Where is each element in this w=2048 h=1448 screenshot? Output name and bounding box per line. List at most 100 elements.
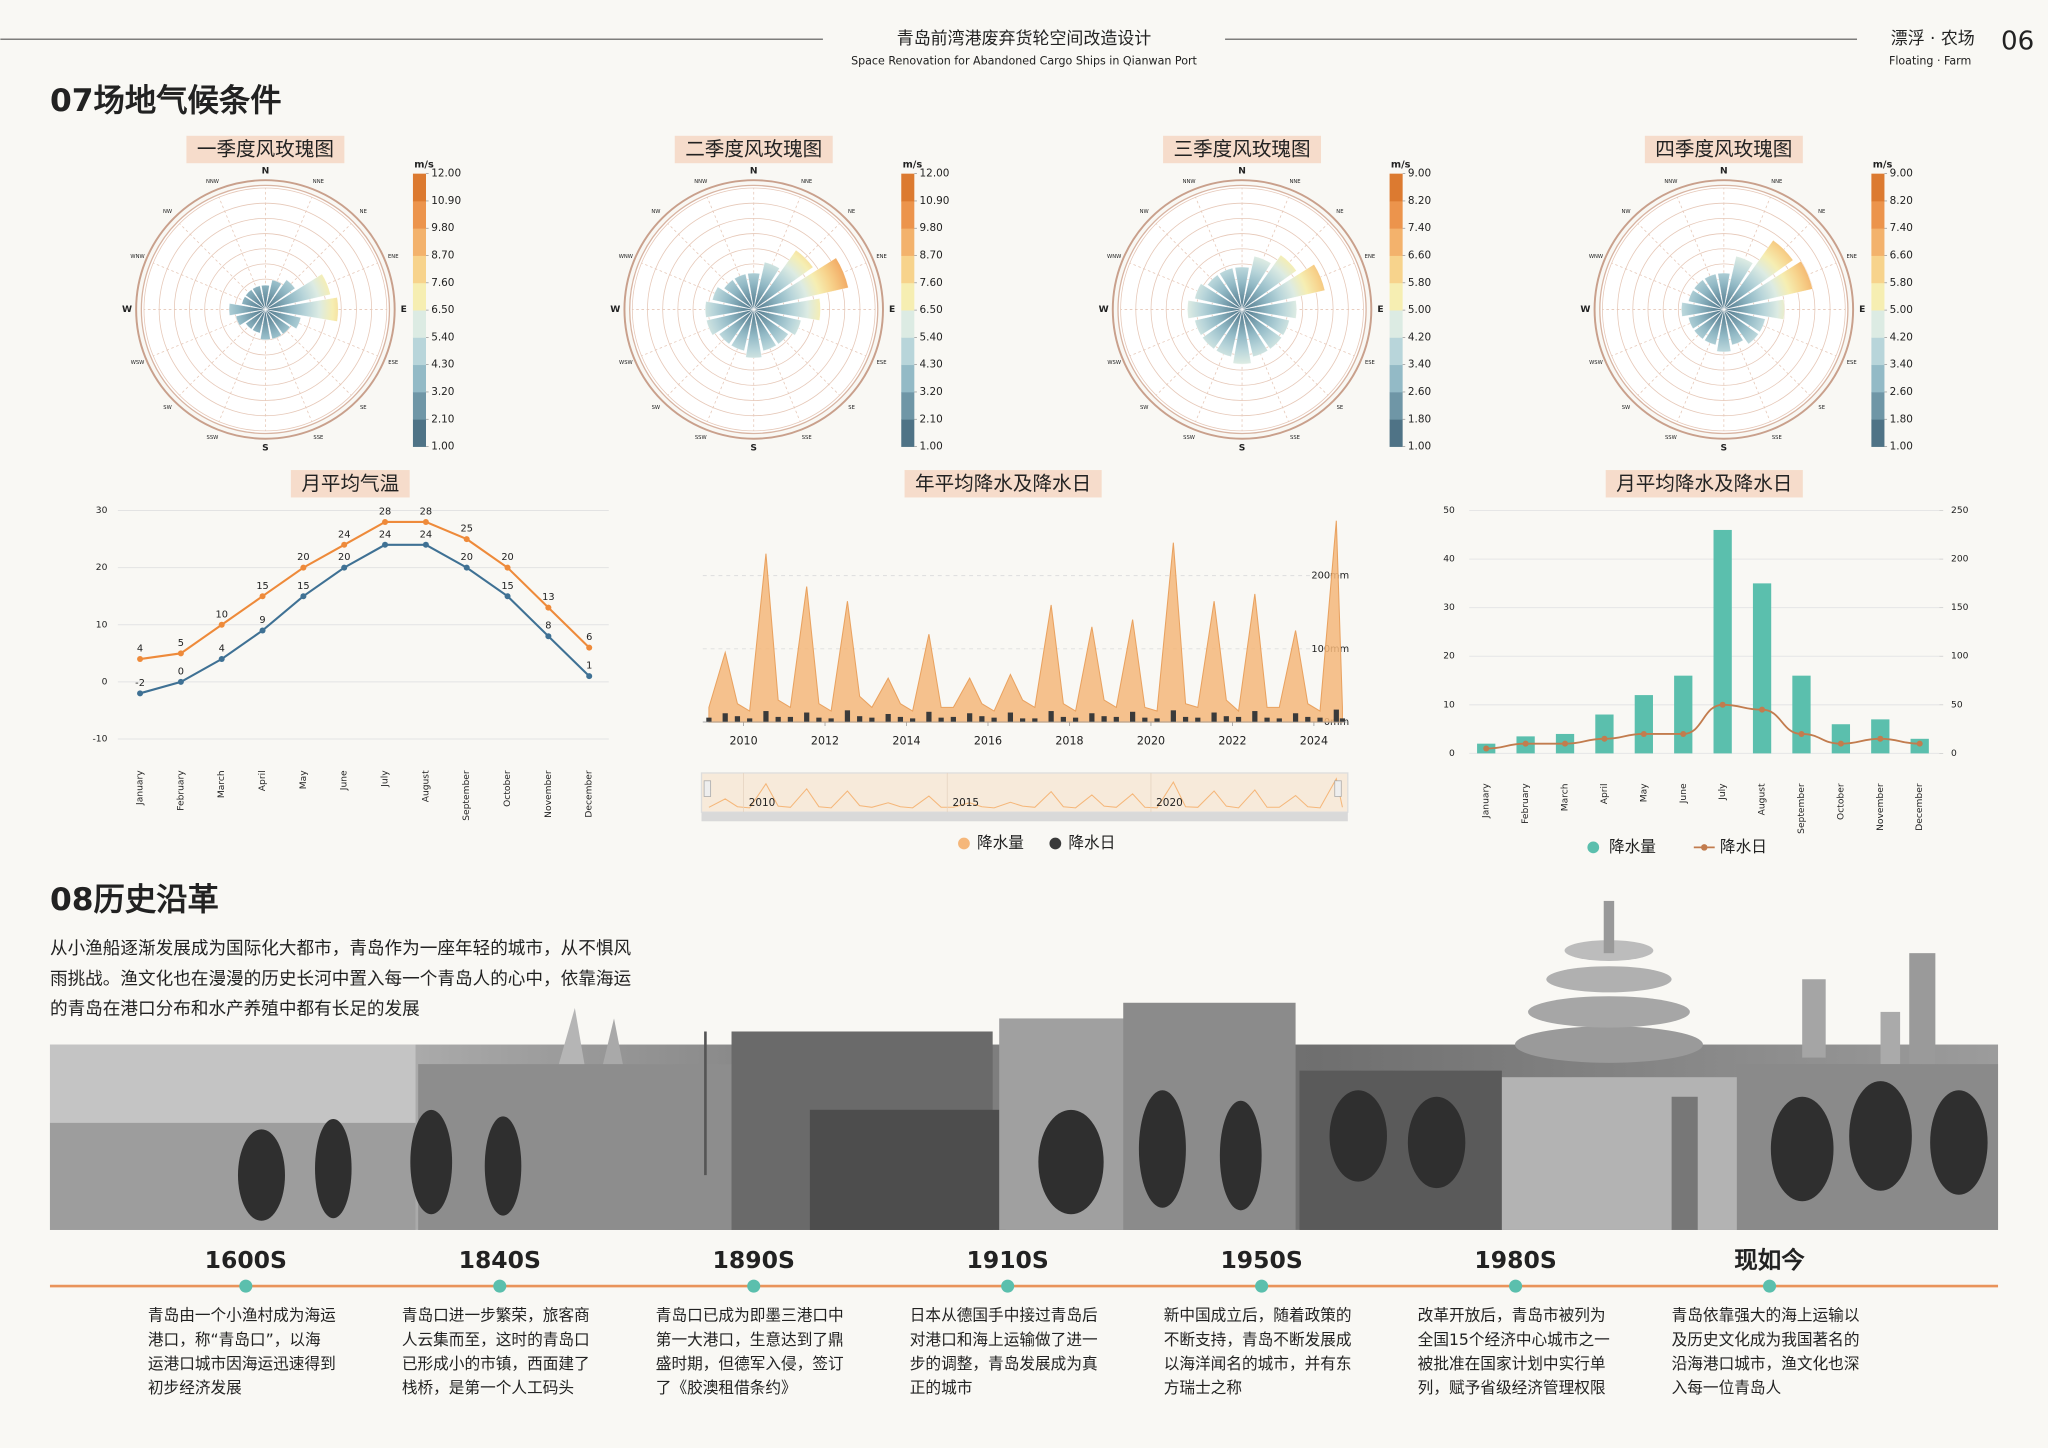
rose-petal <box>1234 266 1250 310</box>
colorbar-segment <box>1389 255 1403 284</box>
data-point <box>1877 735 1884 742</box>
data-point <box>259 593 266 600</box>
data-point <box>586 673 593 680</box>
direction-label: SSE <box>802 435 812 441</box>
timeline-text: 以海洋闻名的城市，并有东 <box>1164 1354 1352 1373</box>
colorbar-label: 3.40 <box>1408 359 1431 371</box>
rose-grid <box>189 233 342 386</box>
y2-tick-label: 250 <box>1951 506 1969 516</box>
scrollbar <box>701 812 1348 822</box>
colorbar-label: 5.00 <box>1408 304 1431 316</box>
chart-title: 一季度风玫瑰图 <box>197 138 334 161</box>
direction-label: ENE <box>388 254 399 260</box>
bar <box>1235 716 1242 723</box>
rose-petal <box>1723 309 1744 346</box>
rose-ring <box>1111 179 1373 440</box>
bar <box>828 718 834 723</box>
timeline-era: 1600S <box>205 1246 287 1274</box>
colorbar-label: 8.20 <box>1890 195 1913 207</box>
colorbar-label: 5.40 <box>920 331 943 343</box>
colorbar-segment <box>1389 228 1403 256</box>
rose-petal <box>712 286 754 310</box>
direction-label: SE <box>360 405 367 411</box>
bar <box>1113 716 1119 723</box>
colorbar-segment <box>1389 337 1403 366</box>
direction-label: NNE <box>1771 179 1782 185</box>
colorbar-label: 5.80 <box>1408 277 1431 289</box>
chart-title-group: 二季度风玫瑰图 <box>674 135 833 164</box>
colorbar-unit: m/s <box>1873 160 1893 171</box>
data-point <box>259 627 266 634</box>
direction-label: SE <box>848 405 855 411</box>
rose-petal <box>1723 309 1766 333</box>
direction-label: ESE <box>1365 360 1375 366</box>
rose-petal <box>260 309 271 340</box>
direction-label: SE <box>1818 405 1825 411</box>
rose-petal <box>1681 302 1724 317</box>
x-tick-label: 2016 <box>974 735 1002 748</box>
rose-spoke <box>1155 223 1243 310</box>
data-label: 20 <box>460 552 472 563</box>
data-point <box>177 678 184 685</box>
direction-label: NE <box>848 209 855 215</box>
chart-title-group: 三季度风玫瑰图 <box>1163 135 1322 164</box>
x-tick-label: August <box>421 770 431 802</box>
bar <box>816 717 822 723</box>
colorbar-segment <box>1871 255 1885 284</box>
timeline-text: 青岛口已成为即墨三港口中 <box>656 1306 844 1325</box>
rose-petal <box>1194 309 1243 336</box>
direction-label: SSW <box>207 435 219 441</box>
direction-label: S <box>1239 443 1246 453</box>
photo-collage <box>49 900 1999 1230</box>
colorbar-label: 9.00 <box>1408 168 1431 180</box>
direction-label: NW <box>1621 209 1630 215</box>
rose-petal <box>1688 309 1724 330</box>
bar <box>1305 716 1311 723</box>
rose-spoke <box>153 309 266 357</box>
direction-label: ENE <box>1365 254 1376 260</box>
colorbar-segment <box>1389 173 1403 202</box>
x-tick-label: December <box>1915 783 1925 831</box>
colorbar-segment <box>1871 364 1885 393</box>
y-tick-label: 40 <box>1443 555 1455 565</box>
colorbar-label: 4.20 <box>1890 331 1913 343</box>
data-point <box>504 564 511 571</box>
rose-spoke <box>1611 262 1724 310</box>
rose-petal <box>1723 309 1759 345</box>
rose-grid <box>677 233 831 386</box>
colorbar-segment <box>1871 173 1885 202</box>
colorbar-segment <box>1389 419 1403 447</box>
data-label: 15 <box>256 581 268 592</box>
rose-petal <box>1241 309 1282 350</box>
colorbar-label: 10.90 <box>920 195 950 207</box>
chart-title: 年平均降水及降水日 <box>915 472 1091 495</box>
rose-petal <box>1241 254 1297 310</box>
rose-petal <box>1693 309 1725 340</box>
colorbar-segment <box>901 337 915 366</box>
header-theme: 漂浮 · 农场 <box>1891 29 1975 49</box>
colorbar-segment <box>412 200 426 229</box>
colorbar-segment <box>412 255 426 284</box>
colorbar-label: 3.20 <box>920 386 943 398</box>
rose-petal <box>265 309 282 340</box>
direction-label: E <box>1377 305 1383 315</box>
direction-label: SW <box>163 405 171 411</box>
colorbar-unit: m/s <box>1391 160 1411 171</box>
direction-label: ENE <box>1846 254 1857 260</box>
timeline-text: 被批准在国家计划中实行单 <box>1418 1354 1606 1373</box>
rose-spoke <box>1241 309 1355 357</box>
colorbar-segment <box>901 419 915 447</box>
direction-label: NNE <box>801 179 812 185</box>
data-label: 6 <box>586 632 592 643</box>
x-tick-label: 2018 <box>1055 735 1083 748</box>
direction-label: NNE <box>313 179 324 185</box>
direction-label: NNW <box>694 179 707 185</box>
header-subtitle: Space Renovation for Abandoned Cargo Shi… <box>851 54 1197 67</box>
x-tick-label: August <box>1758 783 1768 815</box>
rose-petal <box>706 309 754 336</box>
rose-ring <box>1593 179 1855 440</box>
data-label: 15 <box>297 581 309 592</box>
data-point <box>300 564 307 571</box>
bar <box>1089 713 1095 723</box>
